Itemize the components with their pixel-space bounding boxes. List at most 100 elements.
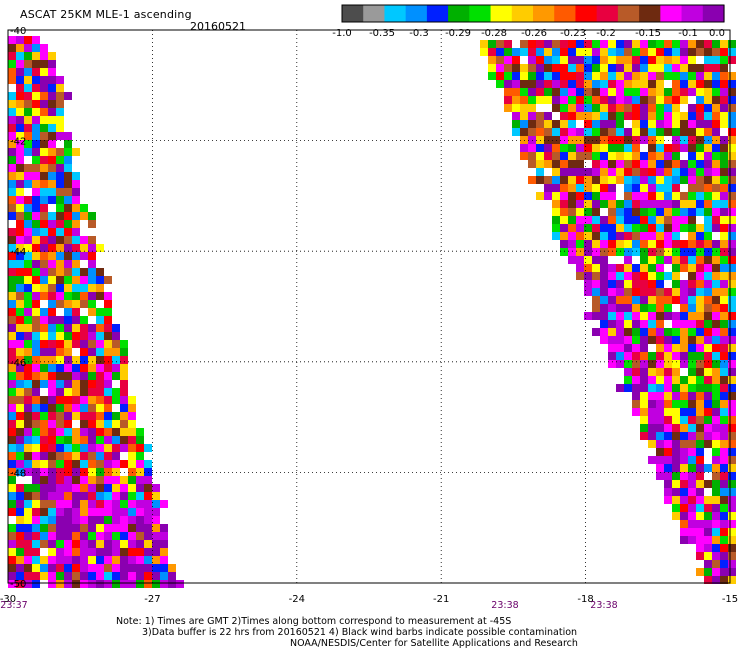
swath-cell (688, 448, 696, 456)
swath-cell (80, 404, 88, 412)
swath-cell (704, 136, 712, 144)
swath-cell (24, 204, 32, 212)
swath-cell (536, 40, 544, 48)
swath-cell (576, 192, 584, 200)
swath-cell (720, 352, 728, 360)
swath-cell (568, 40, 576, 48)
swath-cell (56, 164, 64, 172)
swath-cell (600, 176, 608, 184)
swath-cell (112, 348, 120, 356)
swath-cell (680, 304, 688, 312)
swath-cell (80, 324, 88, 332)
swath-cell (40, 44, 48, 52)
swath-cell (560, 104, 568, 112)
swath-cell (680, 480, 688, 488)
colorbar-swatch (554, 5, 577, 22)
swath-cell (656, 448, 664, 456)
swath-cell (584, 160, 592, 168)
swath-cell (48, 492, 56, 500)
colorbar-swatch (575, 5, 598, 22)
swath-cell (104, 460, 112, 468)
swath-cell (712, 320, 720, 328)
swath-cell (576, 136, 584, 144)
swath-cell (8, 420, 16, 428)
swath-cell (576, 40, 584, 48)
swath-cell (160, 540, 168, 548)
swath-cell (8, 460, 16, 468)
swath-cell (696, 496, 704, 504)
swath-cell (80, 316, 88, 324)
swath-cell (720, 368, 728, 376)
swath-cell (72, 148, 80, 156)
swath-cell (120, 540, 128, 548)
swath-cell (728, 320, 736, 328)
swath-cell (520, 48, 528, 56)
swath-cell (624, 376, 632, 384)
swath-cell (64, 444, 72, 452)
colorbar-tick-label: -0.15 (635, 28, 661, 39)
swath-cell (96, 412, 104, 420)
swath-cell (592, 328, 600, 336)
swath-cell (64, 308, 72, 316)
swath-cell (96, 564, 104, 572)
swath-cell (160, 532, 168, 540)
swath-cell (720, 176, 728, 184)
swath-cell (688, 304, 696, 312)
swath-cell (728, 288, 736, 296)
swath-cell (720, 432, 728, 440)
swath-cell (104, 340, 112, 348)
swath-cell (672, 384, 680, 392)
swath-cell (88, 276, 96, 284)
swath-cell (112, 452, 120, 460)
swath-cell (552, 72, 560, 80)
swath-cell (128, 428, 136, 436)
swath-cell (624, 344, 632, 352)
swath-cell (144, 532, 152, 540)
swath-cell (24, 260, 32, 268)
swath-cell (48, 84, 56, 92)
swath-cell (728, 576, 736, 584)
swath-cell (720, 480, 728, 488)
swath-cell (64, 516, 72, 524)
swath-cell (720, 272, 728, 280)
swath-cell (728, 296, 736, 304)
swath-cell (656, 120, 664, 128)
swath-cell (656, 432, 664, 440)
swath-cell (672, 296, 680, 304)
swath-cell (24, 372, 32, 380)
swath-cell (56, 76, 64, 84)
swath-cell (720, 184, 728, 192)
swath-cell (520, 40, 528, 48)
swath-cell (72, 396, 80, 404)
swath-cell (712, 56, 720, 64)
swath-cell (72, 428, 80, 436)
swath-cell (80, 380, 88, 388)
swath-cell (104, 396, 112, 404)
swath-cell (664, 392, 672, 400)
swath-cell (584, 80, 592, 88)
swath-cell (8, 36, 16, 44)
swath-cell (136, 580, 144, 588)
y-tick-label: -50 (10, 579, 26, 590)
swath-cell (24, 388, 32, 396)
swath-cell (704, 400, 712, 408)
swath-cell (56, 572, 64, 580)
swath-cell (8, 284, 16, 292)
swath-cell (544, 48, 552, 56)
swath-cell (16, 212, 24, 220)
swath-cell (48, 460, 56, 468)
swath-cell (704, 440, 712, 448)
swath-cell (80, 492, 88, 500)
swath-cell (24, 180, 32, 188)
swath-cell (640, 264, 648, 272)
swath-cell (88, 476, 96, 484)
swath-cell (592, 168, 600, 176)
swath-cell (576, 216, 584, 224)
swath-cell (24, 516, 32, 524)
swath-cell (80, 428, 88, 436)
swath-cell (688, 360, 696, 368)
swath-cell (704, 464, 712, 472)
swath-cell (696, 304, 704, 312)
swath-cell (144, 476, 152, 484)
swath-cell (544, 64, 552, 72)
